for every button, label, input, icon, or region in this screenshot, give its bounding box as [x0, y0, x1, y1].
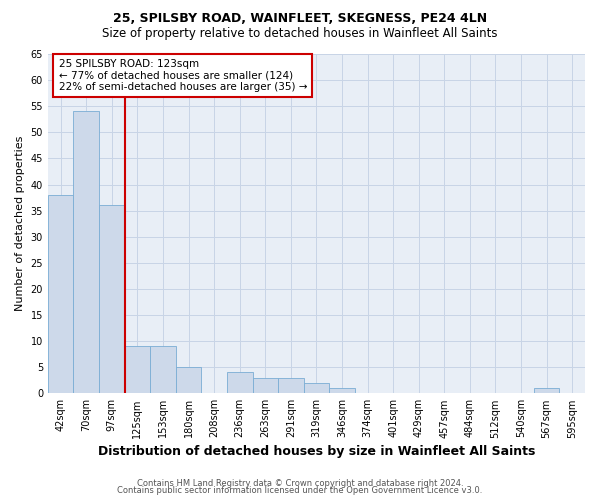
- Bar: [227, 372, 253, 394]
- Bar: [150, 346, 176, 394]
- Bar: [304, 383, 329, 394]
- Text: Contains HM Land Registry data © Crown copyright and database right 2024.: Contains HM Land Registry data © Crown c…: [137, 478, 463, 488]
- Bar: [534, 388, 559, 394]
- Text: Size of property relative to detached houses in Wainfleet All Saints: Size of property relative to detached ho…: [102, 28, 498, 40]
- Bar: [99, 206, 125, 394]
- Bar: [176, 367, 202, 394]
- Text: 25, SPILSBY ROAD, WAINFLEET, SKEGNESS, PE24 4LN: 25, SPILSBY ROAD, WAINFLEET, SKEGNESS, P…: [113, 12, 487, 26]
- X-axis label: Distribution of detached houses by size in Wainfleet All Saints: Distribution of detached houses by size …: [98, 444, 535, 458]
- Text: Contains public sector information licensed under the Open Government Licence v3: Contains public sector information licen…: [118, 486, 482, 495]
- Bar: [48, 195, 73, 394]
- Bar: [329, 388, 355, 394]
- Y-axis label: Number of detached properties: Number of detached properties: [15, 136, 25, 312]
- Text: 25 SPILSBY ROAD: 123sqm
← 77% of detached houses are smaller (124)
22% of semi-d: 25 SPILSBY ROAD: 123sqm ← 77% of detache…: [59, 59, 307, 92]
- Bar: [125, 346, 150, 394]
- Bar: [253, 378, 278, 394]
- Bar: [73, 112, 99, 394]
- Bar: [278, 378, 304, 394]
